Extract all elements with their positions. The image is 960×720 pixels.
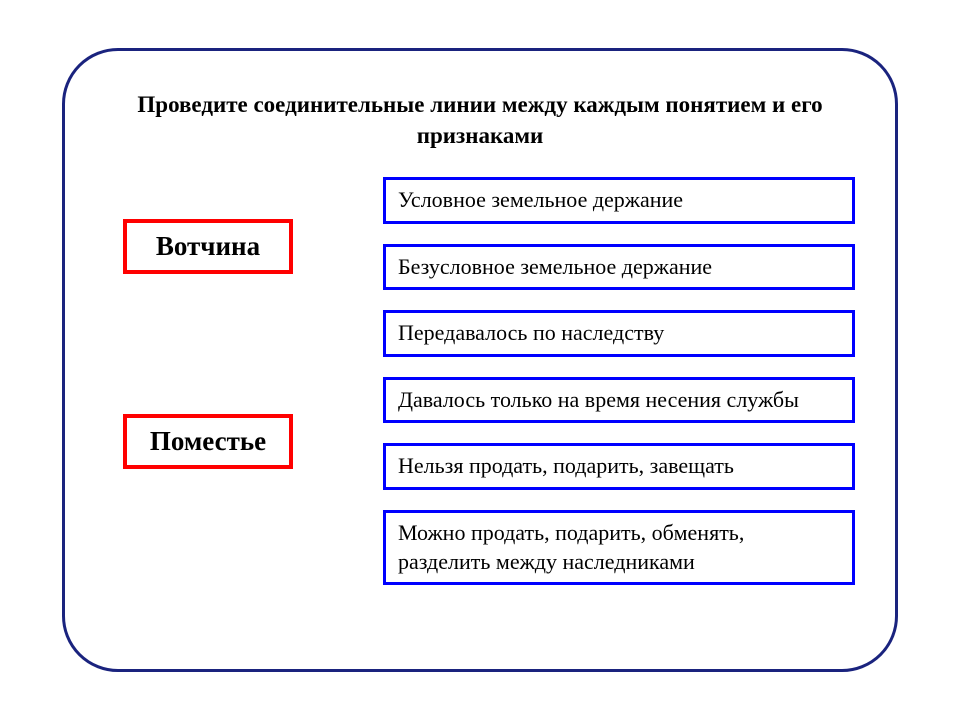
attribute-item[interactable]: Передавалось по наследству — [383, 310, 855, 357]
concept-votchina[interactable]: Вотчина — [123, 219, 293, 274]
attribute-item[interactable]: Можно продать, подарить, обменять, разде… — [383, 510, 855, 585]
attribute-item[interactable]: Нельзя продать, подарить, завещать — [383, 443, 855, 490]
concepts-column: Вотчина Поместье — [105, 177, 355, 469]
instruction-title: Проведите соединительные линии между каж… — [105, 89, 855, 151]
columns-container: Вотчина Поместье Условное земельное держ… — [105, 177, 855, 585]
attribute-item[interactable]: Условное земельное держание — [383, 177, 855, 224]
concept-pomestye[interactable]: Поместье — [123, 414, 293, 469]
attributes-column: Условное земельное держание Безусловное … — [383, 177, 855, 585]
attribute-item[interactable]: Безусловное земельное держание — [383, 244, 855, 291]
attribute-item[interactable]: Давалось только на время несения службы — [383, 377, 855, 424]
main-frame: Проведите соединительные линии между каж… — [62, 48, 898, 672]
